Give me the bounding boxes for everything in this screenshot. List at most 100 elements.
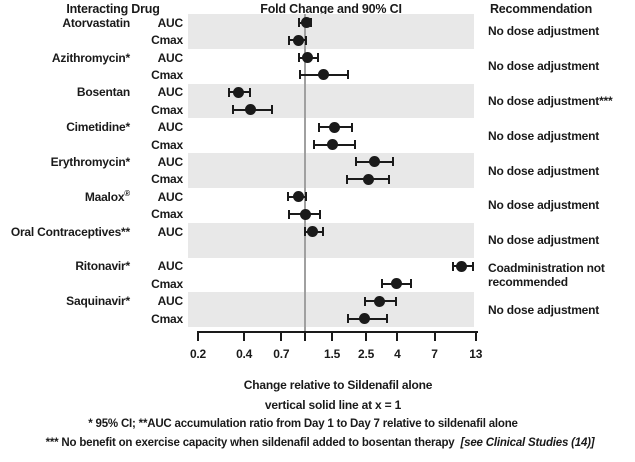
recommendation-text: No dose adjustment bbox=[488, 128, 600, 143]
x-axis-title: Change relative to Sildenafil alone bbox=[243, 378, 433, 392]
ci-cap-left bbox=[286, 192, 289, 202]
x-axis-line bbox=[197, 331, 478, 333]
axis-tick bbox=[365, 331, 368, 341]
ci-cap-right bbox=[353, 140, 356, 149]
axis-tick bbox=[433, 331, 436, 341]
tick-label: 2.5 bbox=[357, 347, 375, 361]
ci-cap-left bbox=[297, 53, 300, 62]
ci-cap-left bbox=[288, 35, 291, 45]
axis-tick bbox=[474, 331, 477, 341]
ci-cap-right bbox=[317, 53, 320, 62]
ci-cap-left bbox=[232, 105, 235, 115]
ci-cap-right bbox=[319, 209, 322, 219]
axis-tick bbox=[331, 331, 334, 341]
ci-cap-left bbox=[304, 227, 307, 236]
metric-label: Cmax bbox=[151, 311, 183, 326]
ci-cap-left bbox=[363, 296, 366, 306]
drug-label: Atorvastatin bbox=[62, 15, 130, 30]
footnote-bosentan: *** No benefit on exercise capacity when… bbox=[46, 437, 595, 449]
ci-cap-left bbox=[381, 279, 384, 289]
registered-mark: ® bbox=[124, 188, 130, 198]
point-marker bbox=[299, 208, 311, 220]
ci-cap-right bbox=[351, 122, 354, 132]
recommendation-text: No dose adjustment*** bbox=[488, 93, 613, 108]
row-band bbox=[188, 83, 474, 119]
point-marker bbox=[302, 52, 314, 63]
row-band bbox=[188, 153, 474, 188]
ci-cap-right bbox=[322, 227, 325, 236]
point-marker bbox=[233, 86, 245, 98]
tick-label: 1.5 bbox=[324, 347, 341, 361]
ci-cap-left bbox=[288, 209, 291, 219]
ci-cap-right bbox=[385, 314, 388, 323]
recommendation-text: No dose adjustment bbox=[488, 24, 600, 39]
tick-label: 7 bbox=[431, 347, 438, 361]
point-marker bbox=[317, 69, 329, 81]
point-marker bbox=[244, 104, 256, 116]
row-band bbox=[188, 292, 474, 328]
point-marker bbox=[292, 34, 304, 46]
point-marker bbox=[292, 191, 304, 203]
axis-tick bbox=[396, 331, 399, 341]
axis-tick bbox=[280, 331, 283, 341]
footnote-clinical-studies-ref: [see Clinical Studies (14)] bbox=[460, 437, 595, 449]
ci-cap-left bbox=[317, 122, 320, 132]
drug-label: Cimetidine* bbox=[66, 120, 130, 135]
metric-label: Cmax bbox=[151, 33, 183, 48]
metric-label: AUC bbox=[157, 259, 184, 274]
recommendation-text: No dose adjustment bbox=[488, 163, 600, 178]
ci-cap-left bbox=[451, 261, 454, 271]
ci-cap-right bbox=[395, 296, 398, 306]
ci-cap-left bbox=[346, 314, 349, 323]
ci-cap-left bbox=[228, 87, 231, 97]
ci-cap-right bbox=[347, 70, 350, 80]
ci-cap-right bbox=[305, 192, 308, 202]
point-marker bbox=[390, 278, 402, 290]
drug-label: Oral Contraceptives** bbox=[10, 224, 130, 239]
footnote-ci: * 95% CI; **AUC accumulation ratio from … bbox=[88, 418, 518, 430]
metric-label: Cmax bbox=[151, 102, 183, 117]
tick-label: 0.7 bbox=[273, 347, 290, 361]
footnote-bosentan-text: *** No benefit on exercise capacity when… bbox=[45, 437, 455, 449]
ci-cap-left bbox=[355, 157, 358, 167]
point-marker bbox=[374, 295, 386, 307]
ci-cap-right bbox=[271, 105, 274, 115]
metric-label: Cmax bbox=[151, 67, 183, 82]
drug-label: Azithromycin* bbox=[51, 50, 130, 65]
row-band bbox=[188, 14, 474, 49]
drug-label: Maalox® bbox=[84, 188, 130, 204]
ci-cap-left bbox=[297, 18, 300, 28]
metric-label: AUC bbox=[157, 50, 184, 65]
ci-cap-left bbox=[298, 70, 301, 80]
metric-label: AUC bbox=[157, 15, 184, 30]
point-marker bbox=[456, 260, 468, 272]
axis-tick bbox=[243, 331, 246, 341]
metric-label: AUC bbox=[157, 294, 184, 309]
point-marker bbox=[328, 121, 340, 133]
column-header-recommendation: Recommendation bbox=[489, 2, 593, 16]
recommendation-text: Coadministration not recommended bbox=[488, 260, 605, 289]
metric-label: AUC bbox=[157, 224, 184, 239]
metric-label: Cmax bbox=[151, 207, 183, 222]
row-band bbox=[188, 222, 474, 258]
tick-label: 0.4 bbox=[236, 347, 253, 361]
point-marker bbox=[307, 226, 319, 237]
recommendation-text: No dose adjustment bbox=[488, 198, 600, 213]
drug-label: Ritonavir* bbox=[75, 259, 130, 274]
ci-cap-right bbox=[392, 157, 395, 167]
ci-cap-left bbox=[312, 140, 315, 149]
axis-tick bbox=[304, 331, 307, 341]
reference-line bbox=[304, 14, 307, 333]
recommendation-text: No dose adjustment bbox=[488, 302, 600, 317]
drug-label: Erythromycin* bbox=[50, 154, 131, 169]
metric-label: Cmax bbox=[151, 172, 183, 187]
point-marker bbox=[358, 313, 370, 324]
recommendation-text: No dose adjustment bbox=[488, 233, 600, 248]
axis-tick bbox=[197, 331, 199, 341]
drug-label: Saquinavir* bbox=[66, 294, 130, 309]
column-header-fold-change: Fold Change and 90% CI bbox=[260, 2, 402, 16]
recommendation-text: No dose adjustment bbox=[488, 59, 600, 74]
point-marker bbox=[327, 139, 339, 150]
column-header-interacting-drug: Interacting Drug bbox=[66, 2, 160, 16]
